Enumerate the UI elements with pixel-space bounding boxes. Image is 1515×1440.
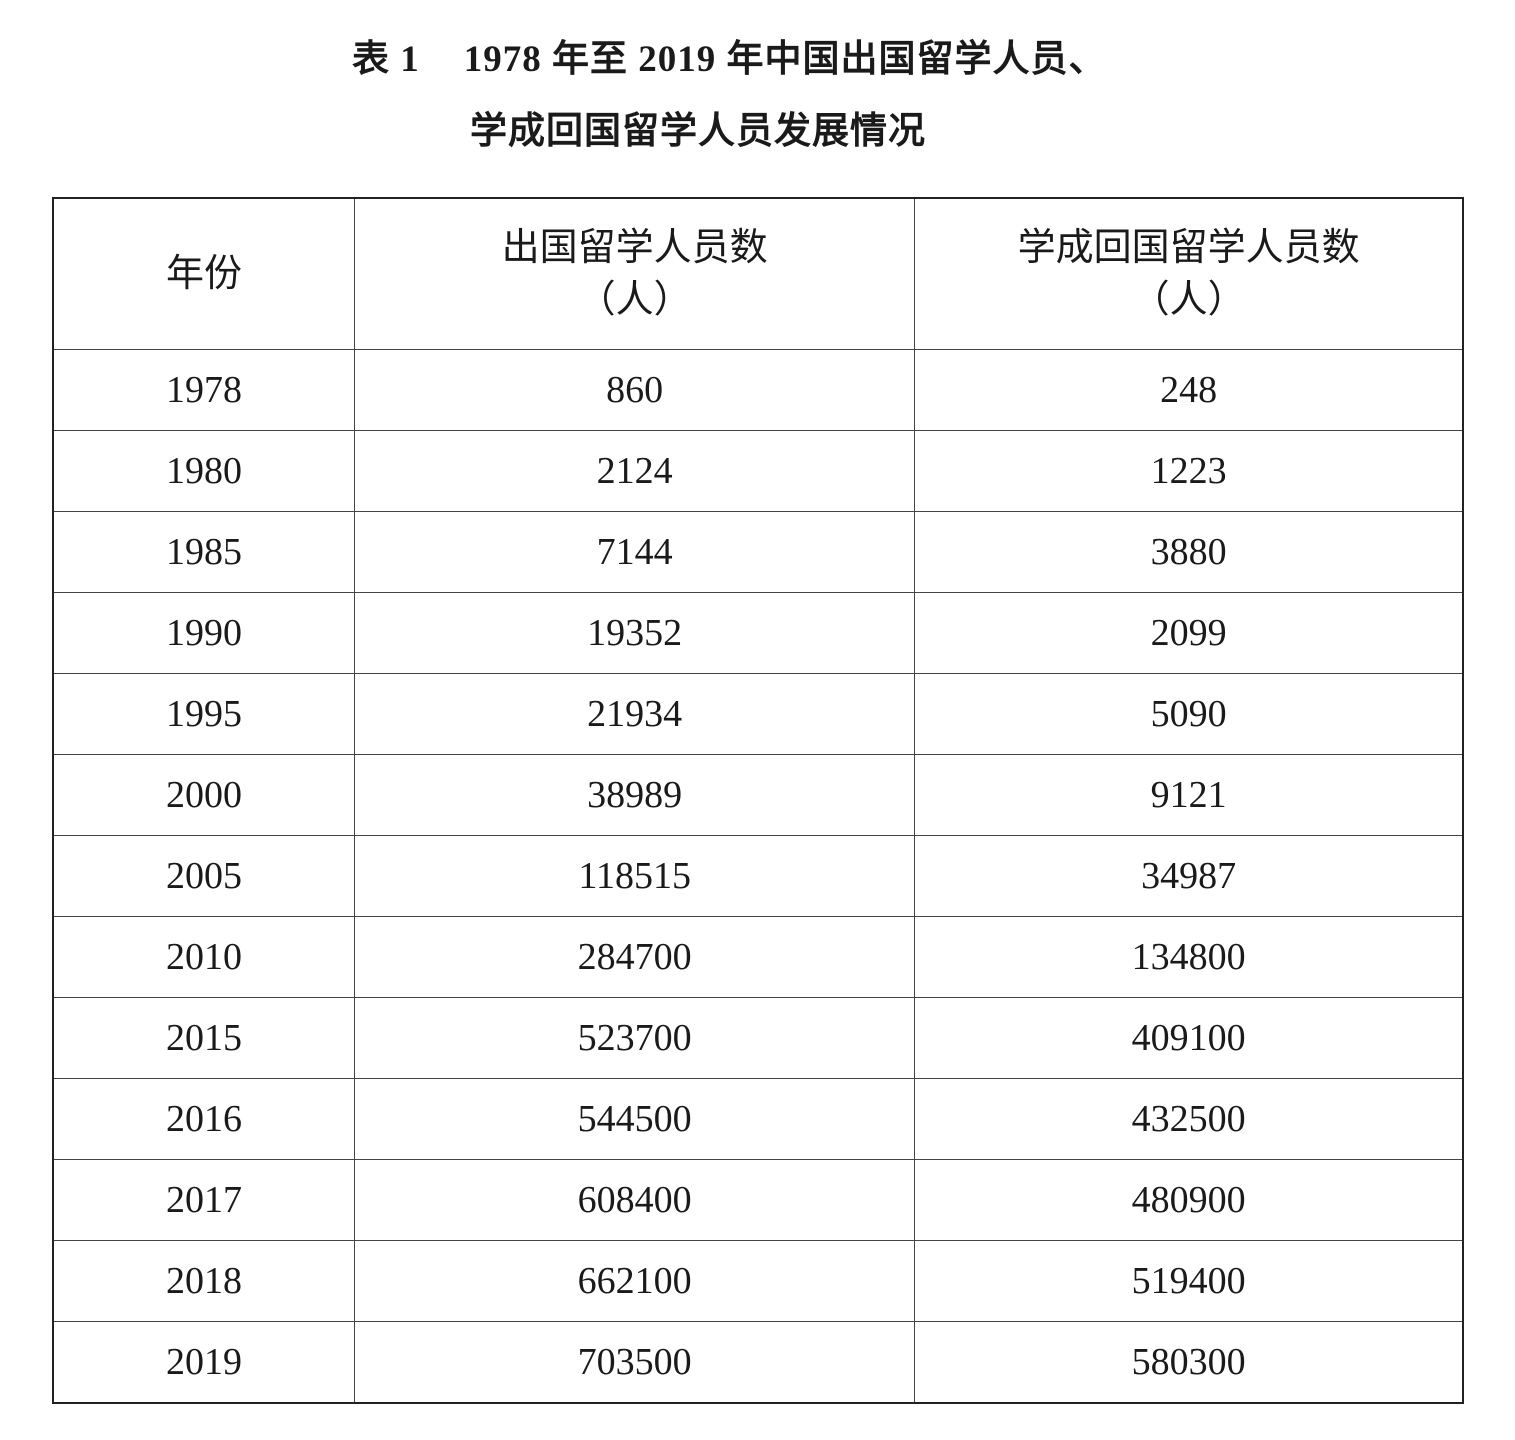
column-header-unit: （人） <box>1131 279 1246 321</box>
year-cell: 2000 <box>52 754 356 836</box>
returned-students-cell: 480900 <box>914 1159 1464 1241</box>
returned-students-cell: 1223 <box>914 430 1464 512</box>
table-row: 2000 38989 9121 <box>52 754 1464 836</box>
year-cell: 2015 <box>52 997 356 1079</box>
table-row: 2017 608400 480900 <box>52 1159 1464 1241</box>
table-row: 2018 662100 519400 <box>52 1240 1464 1322</box>
column-header-label: 出国留学人员数 <box>501 227 768 269</box>
column-header-unit: （人） <box>577 279 692 321</box>
returned-students-cell: 34987 <box>914 835 1464 917</box>
year-cell: 1990 <box>52 592 356 674</box>
returned-students-cell: 2099 <box>914 592 1464 674</box>
column-header: 学成回国留学人员数 （人） <box>914 197 1464 350</box>
table-number: 表 1 <box>352 39 420 80</box>
outbound-students-cell: 21934 <box>354 673 916 755</box>
table-body: 1978 860 248 1980 2124 1223 1985 7144 3880 1990 19… <box>52 349 1464 1404</box>
table-row: 2016 544500 432500 <box>52 1078 1464 1160</box>
returned-students-cell: 5090 <box>914 673 1464 755</box>
outbound-students-cell: 662100 <box>354 1240 916 1322</box>
outbound-students-cell: 544500 <box>354 1078 916 1160</box>
header-row: 年份 出国留学人员数 （人） 学成回国留学人员数 （人） <box>52 197 1464 350</box>
returned-students-cell: 409100 <box>914 997 1464 1079</box>
table-row: 1985 7144 3880 <box>52 511 1464 593</box>
returned-students-cell: 580300 <box>914 1321 1464 1404</box>
column-header: 出国留学人员数 （人） <box>354 197 916 350</box>
table-row: 1980 2124 1223 <box>52 430 1464 512</box>
returned-students-cell: 3880 <box>914 511 1464 593</box>
table-title-line-2: 学成回国留学人员发展情况 <box>470 111 926 152</box>
table-row: 1978 860 248 <box>52 349 1464 431</box>
table-row: 2019 703500 580300 <box>52 1321 1464 1404</box>
outbound-students-cell: 2124 <box>354 430 916 512</box>
outbound-students-cell: 118515 <box>354 835 916 917</box>
year-cell: 2019 <box>52 1321 356 1404</box>
year-cell: 1980 <box>52 430 356 512</box>
outbound-students-cell: 19352 <box>354 592 916 674</box>
outbound-students-cell: 7144 <box>354 511 916 593</box>
column-header: 年份 <box>52 197 356 350</box>
column-header-label: 年份 <box>166 253 243 295</box>
table-row: 2010 284700 134800 <box>52 916 1464 998</box>
outbound-students-cell: 38989 <box>354 754 916 836</box>
table-row: 2005 118515 34987 <box>52 835 1464 917</box>
outbound-students-cell: 608400 <box>354 1159 916 1241</box>
returned-students-cell: 432500 <box>914 1078 1464 1160</box>
year-cell: 2005 <box>52 835 356 917</box>
outbound-students-cell: 523700 <box>354 997 916 1079</box>
table-title-line-1: 表 1 1978 年至 2019 年中国出国留学人员、 <box>352 28 1107 82</box>
year-cell: 1985 <box>52 511 356 593</box>
data-table: 年份 出国留学人员数 （人） 学成回国留学人员数 （人） 1978 860 248 1980 2… <box>52 197 1464 1404</box>
table-title-text: 1978 年至 2019 年中国出国留学人员、 <box>463 39 1107 80</box>
year-cell: 2018 <box>52 1240 356 1322</box>
year-cell: 2017 <box>52 1159 356 1241</box>
table-row: 1995 21934 5090 <box>52 673 1464 755</box>
outbound-students-cell: 284700 <box>354 916 916 998</box>
table-row: 2015 523700 409100 <box>52 997 1464 1079</box>
returned-students-cell: 9121 <box>914 754 1464 836</box>
returned-students-cell: 519400 <box>914 1240 1464 1322</box>
outbound-students-cell: 703500 <box>354 1321 916 1404</box>
table-row: 1990 19352 2099 <box>52 592 1464 674</box>
year-cell: 1978 <box>52 349 356 431</box>
returned-students-cell: 248 <box>914 349 1464 431</box>
year-cell: 1995 <box>52 673 356 755</box>
year-cell: 2016 <box>52 1078 356 1160</box>
column-header-label: 学成回国留学人员数 <box>1017 227 1360 269</box>
returned-students-cell: 134800 <box>914 916 1464 998</box>
year-cell: 2010 <box>52 916 356 998</box>
outbound-students-cell: 860 <box>354 349 916 431</box>
